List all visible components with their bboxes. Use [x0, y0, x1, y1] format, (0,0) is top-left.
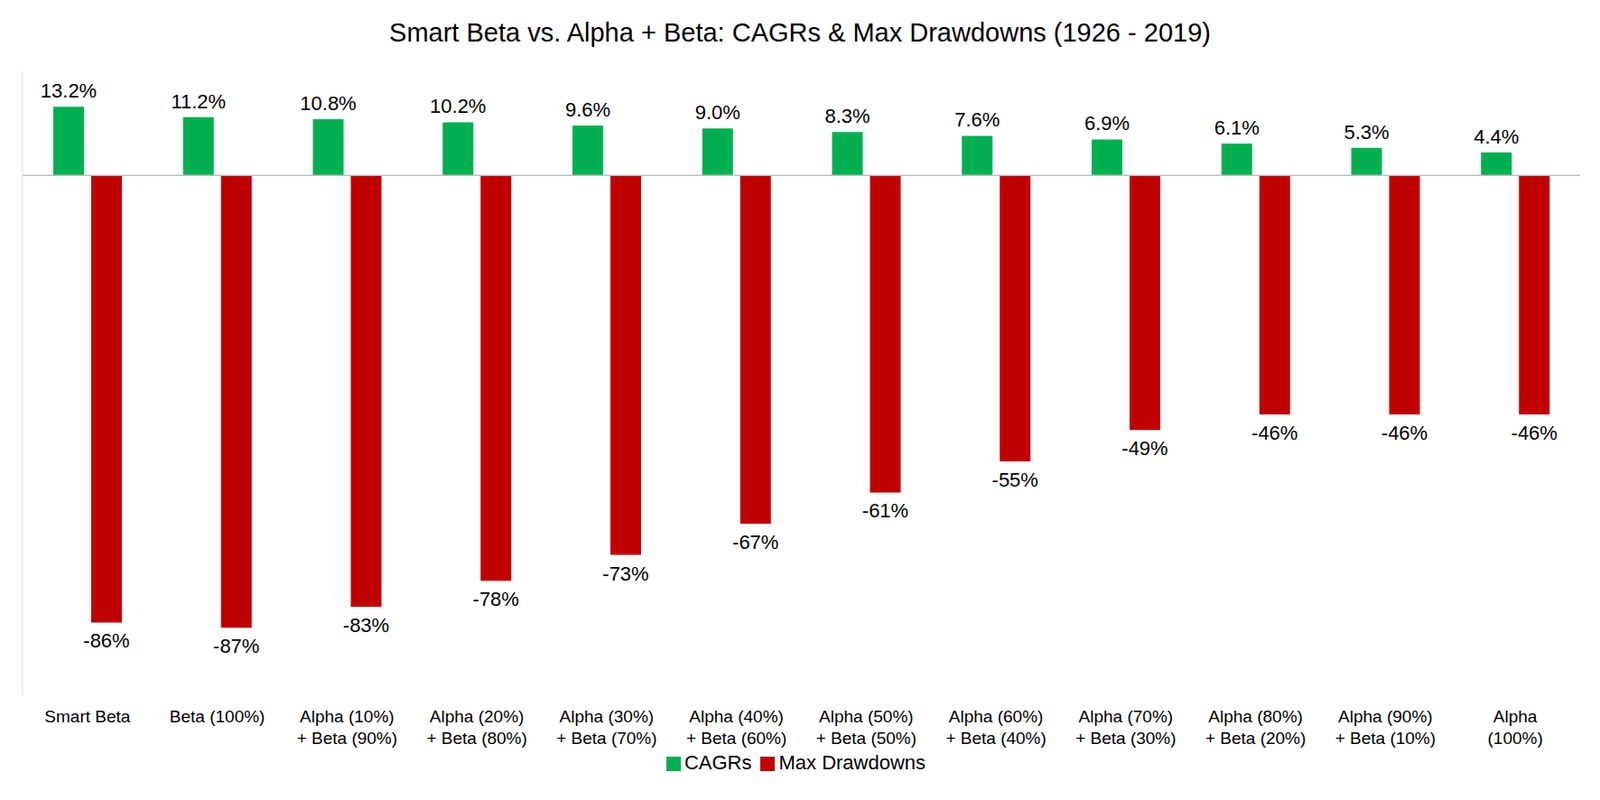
svg-text:13.2%: 13.2%: [40, 79, 97, 103]
svg-text:-83%: -83%: [343, 613, 390, 637]
svg-text:11.2%: 11.2%: [170, 90, 226, 113]
svg-text:10.8%: 10.8%: [299, 92, 356, 115]
html-text:CAGRs: CAGRs: [684, 751, 752, 774]
svg-text:-86%: -86%: [83, 629, 130, 652]
html-text:Smart Beta vs. Alpha + Beta: C: Smart Beta vs. Alpha + Beta: CAGRs & Max…: [389, 18, 1211, 47]
svg-text:Alpha (50%)+ Beta (50%): Alpha (50%)+ Beta (50%): [816, 706, 917, 748]
svg-text:Alpha (40%)+ Beta (60%): Alpha (40%)+ Beta (60%): [686, 706, 787, 748]
svg-text:6.1%: 6.1%: [1214, 116, 1260, 140]
svg-text:-46%: -46%: [1381, 421, 1428, 445]
svg-text:Smart Beta: Smart Beta: [44, 706, 131, 726]
svg-text:-61%: -61%: [862, 499, 909, 522]
svg-text:4.4%: 4.4%: [1473, 125, 1519, 149]
svg-text:-73%: -73%: [602, 562, 649, 586]
svg-text:Alpha (30%)+ Beta (70%): Alpha (30%)+ Beta (70%): [556, 706, 657, 748]
svg-text:Alpha (80%)+ Beta (20%): Alpha (80%)+ Beta (20%): [1205, 706, 1306, 748]
svg-text:-46%: -46%: [1511, 421, 1558, 445]
svg-text:Beta (100%): Beta (100%): [169, 706, 266, 726]
svg-text:Alpha (60%)+ Beta (40%): Alpha (60%)+ Beta (40%): [945, 706, 1046, 748]
svg-text:Alpha (10%)+ Beta (90%): Alpha (10%)+ Beta (90%): [297, 706, 398, 748]
svg-text:5.3%: 5.3%: [1343, 120, 1389, 144]
svg-text:10.2%: 10.2%: [429, 94, 486, 118]
svg-text:6.9%: 6.9%: [1084, 111, 1130, 135]
svg-text:-49%: -49%: [1121, 437, 1168, 460]
svg-text:-87%: -87%: [213, 634, 260, 658]
svg-text:7.6%: 7.6%: [954, 108, 1000, 131]
svg-text:-55%: -55%: [992, 468, 1039, 492]
svg-text:Alpha (70%)+ Beta (30%): Alpha (70%)+ Beta (30%): [1075, 706, 1176, 748]
svg-text:-78%: -78%: [473, 587, 520, 611]
svg-text:9.0%: 9.0%: [695, 101, 741, 124]
svg-text:Alpha (20%)+ Beta (80%): Alpha (20%)+ Beta (80%): [426, 706, 527, 748]
svg-text:Alpha(100%): Alpha(100%): [1488, 706, 1544, 748]
html-text:Max Drawdowns: Max Drawdowns: [778, 751, 926, 774]
svg-text:-46%: -46%: [1251, 421, 1298, 445]
svg-text:Alpha (90%)+ Beta (10%): Alpha (90%)+ Beta (10%): [1335, 706, 1436, 748]
svg-text:9.6%: 9.6%: [565, 98, 611, 121]
svg-text:8.3%: 8.3%: [824, 104, 870, 128]
svg-text:-67%: -67%: [732, 530, 779, 554]
